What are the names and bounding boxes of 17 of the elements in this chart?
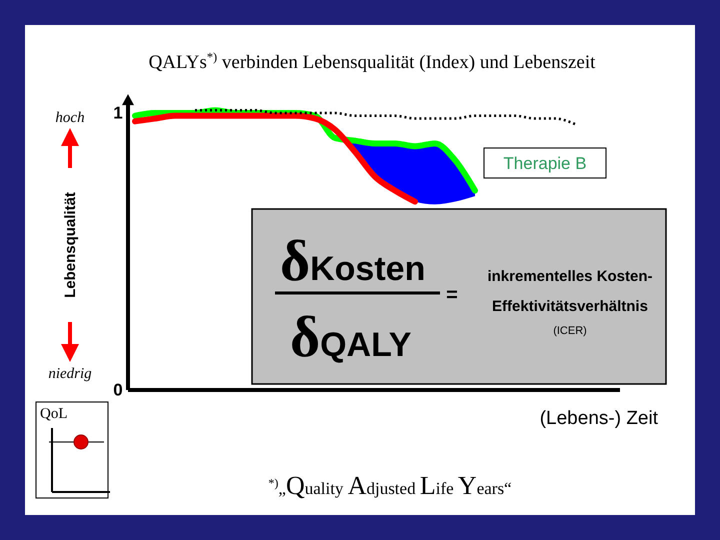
text: QoL — [40, 406, 68, 422]
annotation: δKosten — [280, 228, 426, 293]
x-axis-title: (Lebens-) Zeit — [540, 408, 659, 429]
y-tick-label: 1 — [113, 104, 123, 122]
annotation: inkrementelles Kosten- — [487, 268, 653, 285]
text: niedrig — [48, 366, 92, 382]
line-series — [194, 108, 576, 126]
annotation: = — [446, 284, 458, 306]
text: $^{*)}$„Quality Adjusted Life Years“ — [268, 471, 512, 500]
y-axis-title: Lebensqualität — [62, 192, 79, 298]
text: hoch — [55, 110, 85, 126]
annotation: Effektivitätsverhältnis — [492, 298, 648, 315]
chart-title: QALYs$^{*)}$ verbinden Lebensqualität (Index) und Lebenszeit — [148, 50, 596, 73]
annotation: δQALY — [290, 304, 412, 369]
y-tick-label: 0 — [113, 380, 123, 400]
series-label: Therapie B — [503, 154, 587, 173]
annotation: (ICER) — [553, 325, 587, 337]
